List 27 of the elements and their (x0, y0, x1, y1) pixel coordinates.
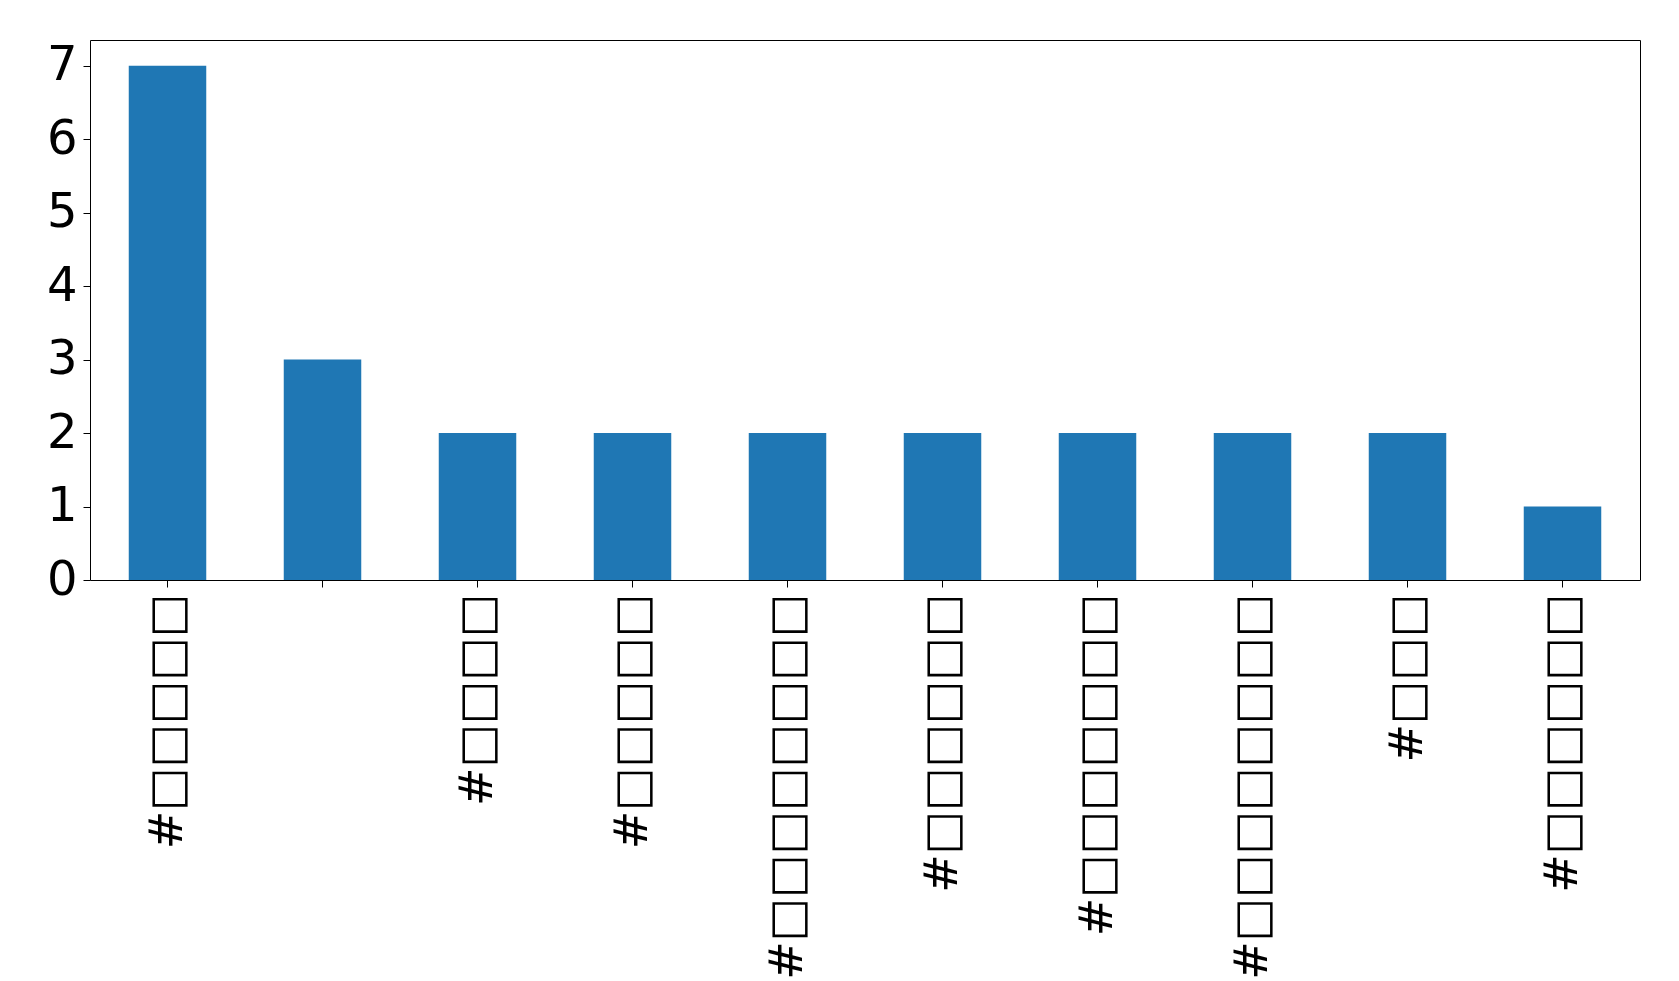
x-tick-label: #□□□ (1378, 593, 1433, 763)
bar (1523, 506, 1602, 580)
y-tick-label: 1 (46, 476, 78, 533)
x-tick-label: #□□□□□ (138, 593, 193, 850)
bar (1368, 433, 1447, 580)
x-tick-label: #□□□□□□□□ (1223, 593, 1278, 980)
x-tick-label: #□□□□ (448, 593, 503, 806)
y-tick-label: 3 (46, 329, 78, 386)
y-tick-label: 4 (46, 255, 78, 312)
bar (1058, 433, 1137, 580)
y-tick-label: 0 (46, 549, 78, 606)
x-tick-label: #□□□□□□□□ (758, 593, 813, 980)
bar (593, 433, 672, 580)
y-tick-label: 2 (46, 402, 78, 459)
y-tick-label: 6 (46, 108, 78, 165)
bar (1213, 433, 1292, 580)
y-tick-label: 7 (46, 35, 78, 92)
y-tick-label: 5 (46, 182, 78, 239)
x-tick-label: #□□□□□□□ (1068, 593, 1123, 937)
x-tick-label: #□□□□□ (603, 593, 658, 850)
bar (438, 433, 517, 580)
bar (903, 433, 982, 580)
x-tick-label: #□□□□□□ (913, 593, 968, 893)
bar (128, 65, 207, 580)
bar (283, 359, 362, 580)
bar (748, 433, 827, 580)
x-tick-label: #□□□□□□ (1533, 593, 1588, 893)
